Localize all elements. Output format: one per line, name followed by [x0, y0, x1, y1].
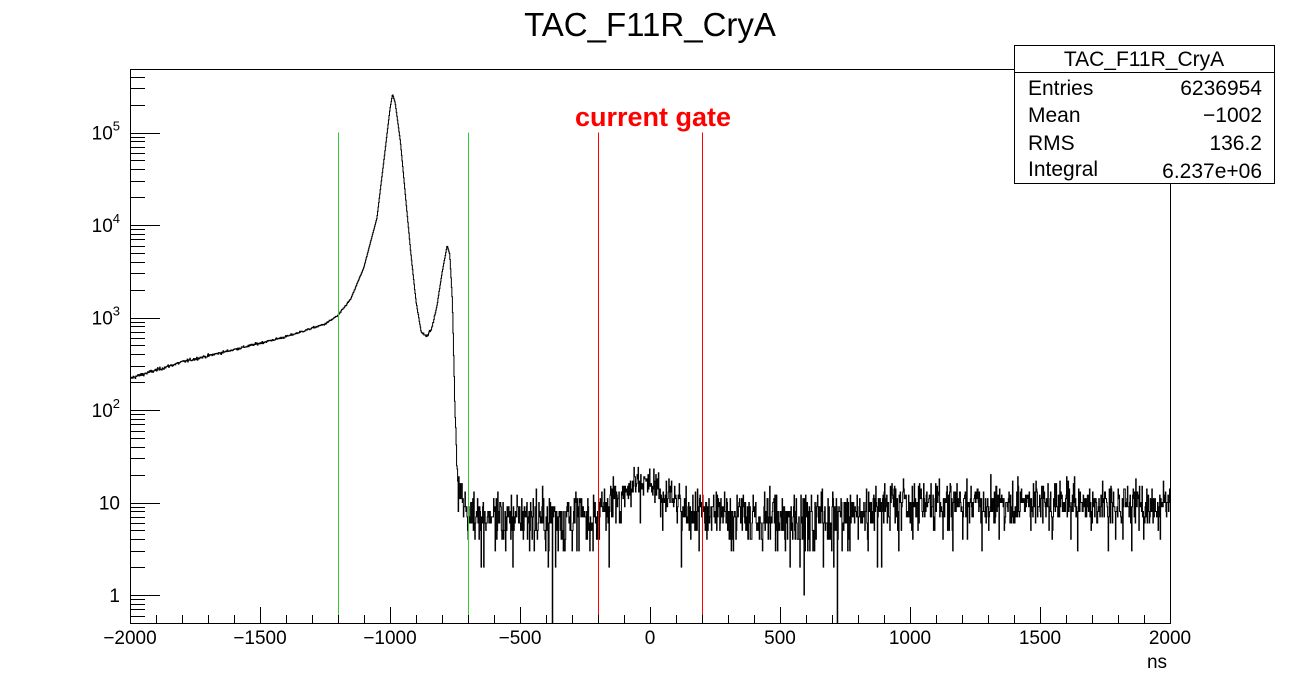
y-tick-label: 102	[92, 396, 120, 422]
stats-value-rms: 136.2	[1209, 132, 1262, 155]
x-tick-label: −2000	[103, 628, 156, 649]
x-tick-label: 1500	[1019, 628, 1061, 649]
y-tick-label: 105	[92, 119, 120, 145]
x-axis-title: ns	[1147, 652, 1167, 673]
x-tick-label: 0	[645, 628, 656, 649]
y-tick-label: 103	[92, 304, 120, 330]
x-axis: −2000 −1500 −1000 −500 0 500 1000 1500 2000	[103, 607, 1191, 649]
x-tick-label: 2000	[1149, 628, 1191, 649]
x-tick-label: −500	[499, 628, 542, 649]
current-gate-annotation: current gate	[575, 102, 731, 132]
stats-label-entries: Entries	[1028, 77, 1093, 100]
y-tick-label: 1	[109, 586, 120, 607]
x-tick-label: −1000	[363, 628, 416, 649]
stats-label-mean: Mean	[1028, 104, 1081, 127]
stats-label-integral: Integral	[1028, 158, 1098, 181]
x-tick-label: −1500	[233, 628, 286, 649]
plot-frame	[130, 69, 1171, 624]
marker-lines	[338, 132, 703, 623]
y-tick-label: 10	[99, 494, 120, 515]
stats-box-frame	[1014, 45, 1275, 184]
y-tick-label: 104	[92, 211, 120, 237]
stats-value-mean: −1002	[1203, 104, 1262, 127]
stats-box-title: TAC_F11R_CryA	[1064, 48, 1224, 71]
stats-label-rms: RMS	[1028, 132, 1075, 155]
x-tick-label: 1000	[889, 628, 931, 649]
stats-box: TAC_F11R_CryA Entries 6236954 Mean −1002…	[1014, 45, 1275, 184]
y-axis: 1 10 102 103 104 105	[92, 77, 160, 624]
x-tick-label: 500	[764, 628, 796, 649]
stats-value-entries: 6236954	[1180, 77, 1262, 100]
chart-title: TAC_F11R_CryA	[524, 6, 776, 43]
stats-value-integral: 6.237e+06	[1162, 160, 1262, 183]
histogram-trace	[130, 94, 1170, 624]
